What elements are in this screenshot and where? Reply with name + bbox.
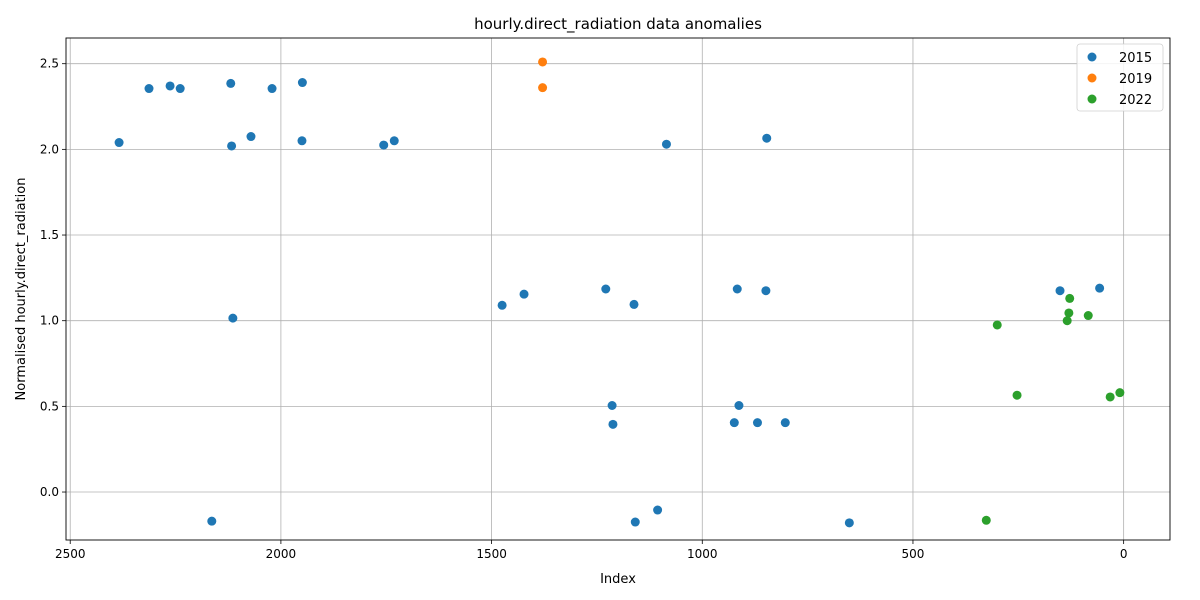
x-tick-label: 2000 <box>266 547 297 561</box>
data-point-2015 <box>228 313 238 323</box>
legend-marker-2015 <box>1087 52 1097 62</box>
data-point-2015 <box>207 516 217 526</box>
data-point-2015 <box>389 136 399 146</box>
y-tick-label: 1.5 <box>40 228 59 242</box>
data-point-2015 <box>144 84 154 94</box>
y-tick-label: 2.5 <box>40 57 59 71</box>
data-point-2022 <box>1012 390 1022 400</box>
data-point-2022 <box>1064 308 1074 318</box>
data-point-2015 <box>226 78 236 88</box>
data-point-2015 <box>114 138 124 148</box>
data-point-2015 <box>630 517 640 527</box>
legend-box <box>1076 43 1164 112</box>
legend-marker-2022 <box>1087 94 1097 104</box>
data-point-2015 <box>729 418 739 428</box>
x-tick-label: 500 <box>902 547 925 561</box>
data-point-2022 <box>1062 316 1072 326</box>
data-point-2022 <box>1083 311 1093 321</box>
data-point-2015 <box>608 419 618 429</box>
data-point-2015 <box>661 139 671 149</box>
data-point-2015 <box>175 84 185 94</box>
data-point-2019 <box>538 83 548 93</box>
legend-label-2015: 2015 <box>1119 51 1152 66</box>
data-point-2015 <box>607 401 617 411</box>
legend-marker-2019 <box>1087 73 1097 83</box>
data-point-2022 <box>1105 392 1115 402</box>
data-point-2015 <box>1055 286 1065 296</box>
data-point-2022 <box>1065 293 1075 303</box>
data-point-2015 <box>780 418 790 428</box>
data-point-2015 <box>297 136 307 146</box>
data-point-2015 <box>732 284 742 294</box>
data-point-2015 <box>297 78 307 88</box>
legend-label-2022: 2022 <box>1119 93 1152 108</box>
data-point-2022 <box>981 515 991 525</box>
y-tick-label: 2.0 <box>40 142 59 156</box>
chart-title: hourly.direct_radiation data anomalies <box>474 15 762 34</box>
x-tick-label: 1500 <box>476 547 507 561</box>
data-point-2015 <box>844 518 854 528</box>
y-tick-label: 0.0 <box>40 485 59 499</box>
data-point-2015 <box>752 418 762 428</box>
data-point-2015 <box>629 299 639 309</box>
y-axis-label: Normalised hourly.direct_radiation <box>14 178 29 401</box>
data-point-2015 <box>267 84 277 94</box>
data-point-2015 <box>734 401 744 411</box>
data-point-2015 <box>519 289 529 299</box>
data-point-2015 <box>1095 283 1105 293</box>
data-point-2022 <box>992 320 1002 330</box>
data-point-2015 <box>497 300 507 310</box>
data-point-2015 <box>165 81 175 91</box>
data-point-2015 <box>227 141 237 151</box>
data-point-2015 <box>246 132 256 142</box>
y-tick-label: 0.5 <box>40 399 59 413</box>
plot-frame <box>65 37 1171 541</box>
data-points <box>114 57 1125 528</box>
y-tick-label: 1.0 <box>40 314 59 328</box>
data-point-2015 <box>379 140 389 150</box>
legend: 2015 2019 2022 <box>1076 43 1164 112</box>
data-point-2015 <box>601 284 611 294</box>
x-axis-label: Index <box>600 572 636 587</box>
legend-label-2019: 2019 <box>1119 72 1152 87</box>
x-tick-label: 1000 <box>687 547 718 561</box>
data-point-2015 <box>761 286 771 296</box>
data-point-2015 <box>762 133 772 143</box>
data-point-2019 <box>538 57 548 67</box>
data-point-2022 <box>1115 388 1125 398</box>
x-tick-label: 2500 <box>55 547 86 561</box>
grid <box>66 38 1170 540</box>
data-point-2015 <box>653 505 663 515</box>
x-tick-label: 0 <box>1120 547 1128 561</box>
axis-ticks: 2500 2000 1500 1000 500 0 0.0 0.5 1.0 1.5 2.0 2.5 <box>40 57 1128 561</box>
